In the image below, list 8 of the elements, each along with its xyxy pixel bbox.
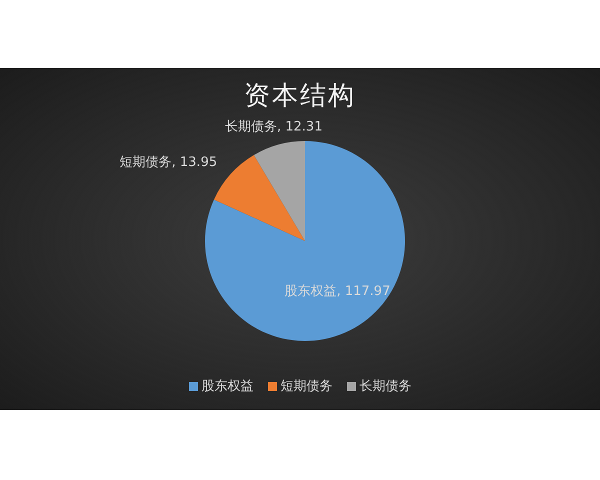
legend-label: 股东权益 [202,378,254,395]
legend-label: 长期债务 [360,378,412,395]
pie-slice [254,141,305,241]
data-label: 短期债务, 13.95 [120,154,218,170]
data-label: 长期债务, 12.31 [224,120,322,135]
chart-title: 资本结构 [243,80,357,113]
data-label: 股东权益, 117.97 [284,284,390,299]
legend-label: 短期债务 [280,378,332,395]
